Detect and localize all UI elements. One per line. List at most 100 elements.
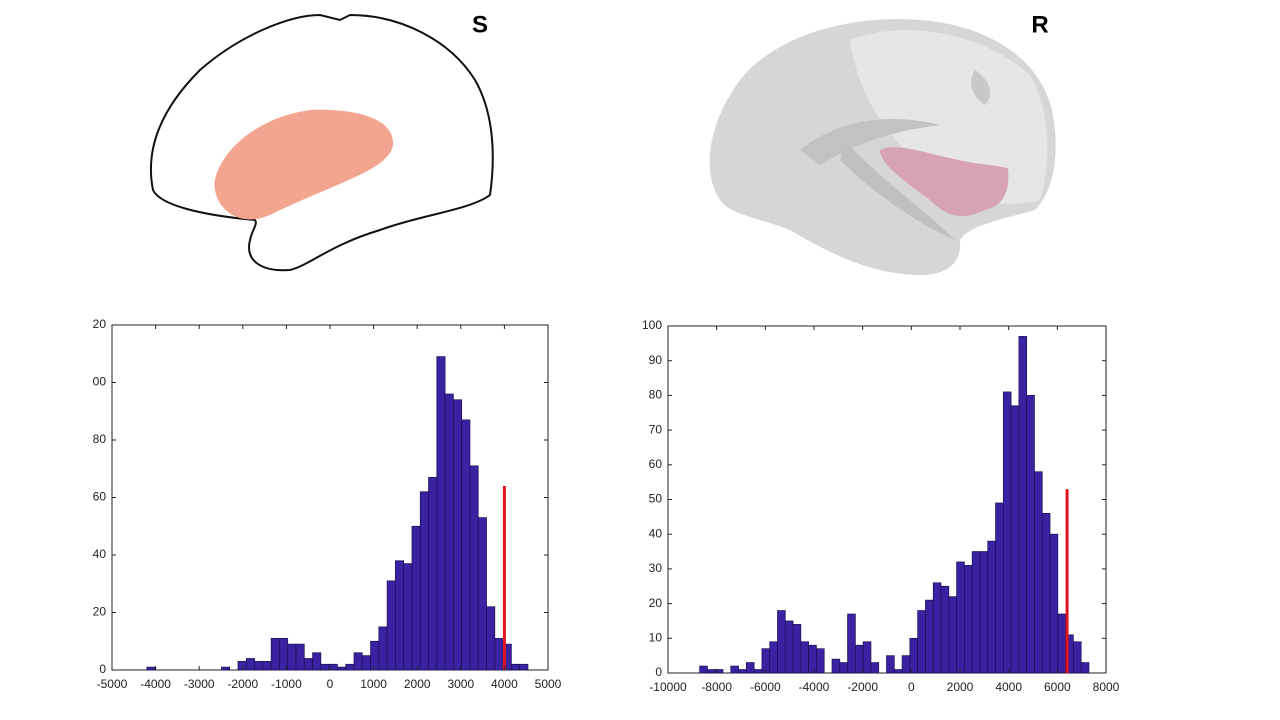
sulcus — [800, 119, 940, 165]
bar — [862, 641, 872, 674]
bar — [964, 565, 973, 674]
x-tick-label: -10000 — [649, 680, 687, 694]
bar — [245, 658, 255, 671]
bar — [1002, 391, 1012, 674]
bar — [419, 491, 429, 671]
x-tick-label: -1000 — [271, 677, 302, 691]
x-tick-label: -4000 — [799, 680, 830, 694]
y-tick-label: 100 — [642, 318, 662, 332]
y-tick-label: 00 — [93, 375, 107, 389]
bar — [411, 525, 421, 671]
bar — [1041, 513, 1051, 674]
y-tick-label: 10 — [649, 630, 663, 644]
bar — [707, 669, 716, 674]
bar — [146, 666, 156, 671]
x-tick-label: -5000 — [97, 677, 128, 691]
y-tick-label: 0 — [99, 662, 106, 676]
bar — [303, 658, 313, 671]
x-tick-label: -6000 — [750, 680, 781, 694]
bar — [971, 551, 981, 674]
bar — [345, 663, 355, 671]
bar — [519, 663, 529, 671]
y-tick-label: 90 — [649, 353, 663, 367]
y-tick-label: 70 — [649, 422, 663, 436]
bar — [901, 655, 911, 674]
bar — [847, 613, 856, 674]
y-tick-label: 80 — [649, 388, 663, 402]
bar — [378, 626, 388, 671]
panel-label: R — [1031, 11, 1048, 38]
bar — [979, 551, 989, 674]
bar — [312, 652, 322, 671]
bar — [461, 419, 471, 671]
bar — [746, 662, 755, 674]
bar — [886, 655, 895, 674]
bar — [808, 644, 817, 674]
x-tick-label: -2000 — [847, 680, 878, 694]
region — [214, 109, 394, 220]
bar — [956, 561, 965, 674]
bar — [932, 582, 942, 674]
surface-light — [850, 30, 1048, 204]
x-tick-label: 1000 — [360, 677, 387, 691]
bar — [270, 638, 280, 671]
bar — [777, 610, 786, 674]
x-tick-label: -3000 — [184, 677, 215, 691]
bar — [1049, 533, 1059, 674]
bar — [477, 517, 487, 671]
x-tick-label: 4000 — [491, 677, 518, 691]
bar — [1073, 641, 1082, 674]
x-tick-label: 0 — [908, 680, 915, 694]
bar — [839, 662, 848, 674]
bar — [769, 641, 778, 674]
x-tick-label: -8000 — [701, 680, 732, 694]
bar — [469, 465, 479, 671]
bar — [237, 661, 247, 671]
bar — [221, 666, 231, 671]
bar — [1026, 395, 1035, 674]
bar — [792, 624, 802, 674]
bar — [699, 665, 708, 674]
bar — [262, 661, 272, 671]
bar — [784, 620, 794, 674]
sulcus — [840, 140, 955, 240]
x-tick-label: -2000 — [227, 677, 258, 691]
bar — [738, 669, 747, 674]
bar — [995, 502, 1004, 674]
bar — [1034, 471, 1043, 674]
y-tick-label: 30 — [649, 561, 663, 575]
bar — [730, 665, 739, 674]
bar — [870, 662, 880, 674]
bar — [361, 655, 371, 671]
bar — [279, 638, 289, 671]
y-tick-label: 0 — [655, 665, 662, 679]
x-tick-label: 0 — [327, 677, 334, 691]
bar — [295, 643, 305, 671]
x-tick-label: 6000 — [1044, 680, 1071, 694]
panel-label: S — [472, 11, 488, 38]
y-tick-label: 20 — [93, 317, 107, 331]
bar — [855, 644, 864, 674]
bar — [831, 658, 841, 674]
y-tick-label: 60 — [649, 457, 663, 471]
bar — [494, 638, 504, 671]
sulcus — [971, 70, 991, 105]
y-tick-label: 40 — [649, 526, 663, 540]
bar — [370, 640, 380, 671]
y-tick-label: 80 — [93, 432, 107, 446]
bar — [1057, 613, 1066, 674]
bar — [403, 563, 413, 671]
y-tick-label: 40 — [93, 547, 107, 561]
x-tick-label: 8000 — [1093, 680, 1120, 694]
bar — [428, 477, 438, 671]
x-tick-label: 5000 — [535, 677, 562, 691]
bar — [987, 540, 996, 674]
bar — [940, 585, 950, 674]
y-tick-label: 20 — [93, 605, 107, 619]
bar — [353, 652, 363, 671]
bar — [511, 663, 521, 671]
bar — [453, 399, 463, 671]
x-tick-label: 4000 — [995, 680, 1022, 694]
